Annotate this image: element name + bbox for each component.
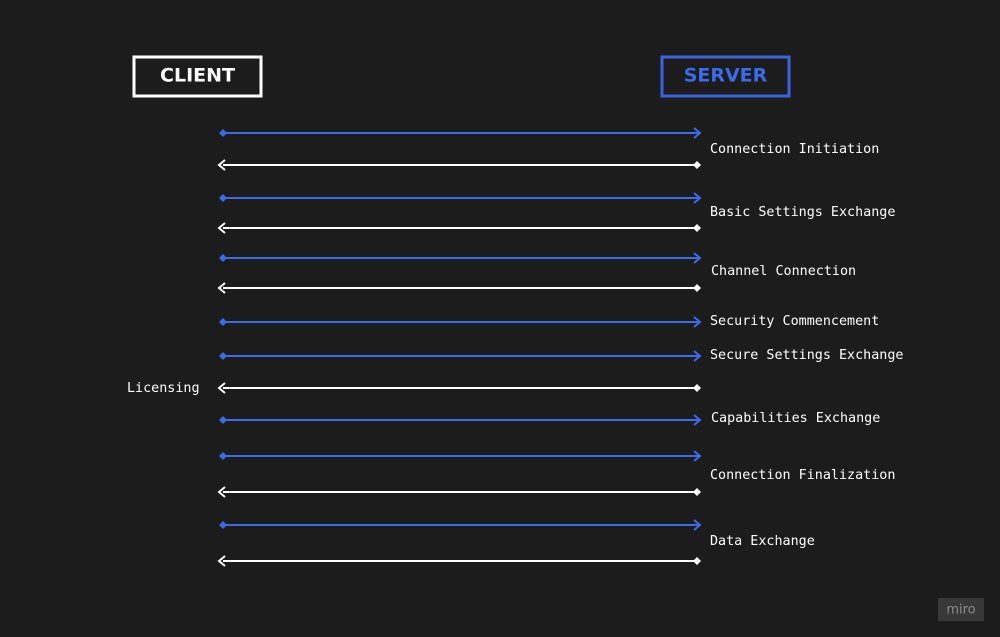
- arrow-tail: [219, 521, 227, 529]
- arrow-head: [693, 450, 702, 462]
- arrow-head: [217, 159, 226, 171]
- arrow-head: [693, 519, 702, 531]
- phase-label: Connection Finalization: [710, 468, 895, 483]
- server-box: [660, 55, 791, 98]
- arrows: [217, 127, 702, 567]
- server-label: SERVER: [684, 65, 768, 87]
- arrow-tail: [219, 318, 227, 326]
- arrow-head: [693, 414, 702, 426]
- arrow-tail: [219, 194, 227, 202]
- arrow-tail: [219, 254, 227, 262]
- arrow-tail: [693, 557, 701, 565]
- arrow-tail: [219, 352, 227, 360]
- client-box: [132, 55, 263, 98]
- phase-label: Security Commencement: [710, 314, 879, 329]
- phase-label: Secure Settings Exchange: [710, 348, 903, 363]
- watermark: miro: [946, 603, 975, 618]
- arrow-tail: [693, 224, 701, 232]
- arrow-head: [693, 350, 702, 362]
- licensing-label: Licensing: [127, 381, 200, 396]
- arrow-head: [217, 382, 226, 394]
- arrow-head: [217, 282, 226, 294]
- arrow-head: [693, 192, 702, 204]
- arrow-tail: [693, 488, 701, 496]
- arrow-head: [693, 316, 702, 328]
- arrow-head: [217, 555, 226, 567]
- arrow-head: [217, 486, 226, 498]
- watermark-box: [938, 598, 984, 621]
- phase-label: Data Exchange: [710, 534, 815, 549]
- arrow-tail: [219, 452, 227, 460]
- client-label: CLIENT: [160, 65, 235, 87]
- phase-label: Channel Connection: [711, 264, 856, 279]
- phase-label: Basic Settings Exchange: [710, 205, 895, 220]
- phase-label: Capabilities Exchange: [711, 411, 880, 426]
- arrow-tail: [693, 284, 701, 292]
- arrow-tail: [693, 161, 701, 169]
- arrow-tail: [219, 129, 227, 137]
- arrow-tail: [693, 384, 701, 392]
- arrow-head: [693, 127, 702, 139]
- arrow-head: [217, 222, 226, 234]
- arrow-head: [693, 252, 702, 264]
- phase-label: Connection Initiation: [710, 142, 879, 157]
- arrow-tail: [219, 416, 227, 424]
